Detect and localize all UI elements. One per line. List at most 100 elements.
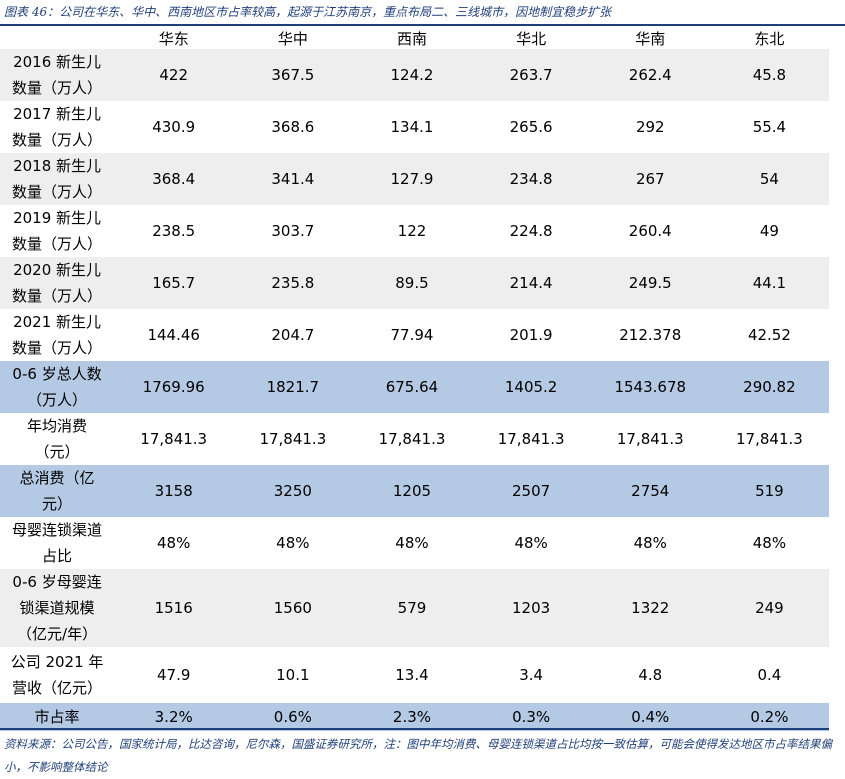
table-cell: 0.3% bbox=[512, 708, 551, 726]
table-cell: 1516 bbox=[154, 599, 193, 617]
table-cell: 3158 bbox=[154, 482, 193, 500]
table-cell: 367.5 bbox=[271, 66, 315, 84]
table-cell: 0.4% bbox=[631, 708, 670, 726]
column-header: 华北 bbox=[516, 29, 547, 48]
row-label: 年均消费 （元） bbox=[27, 417, 88, 461]
table-cell: 3.4 bbox=[519, 666, 544, 684]
table-row: 年均消费 （元） 17,841.3 17,841.3 17,841.3 17,8… bbox=[0, 413, 829, 465]
table-cell: 1769.96 bbox=[142, 378, 205, 396]
row-label: 2018 新生儿 数量（万人） bbox=[12, 157, 103, 201]
source-note: 资料来源：公司公告，国家统计局，比达咨询，尼尔森，国盛证券研究所，注：图中年均消… bbox=[4, 737, 832, 774]
table-cell: 265.6 bbox=[509, 118, 553, 136]
table-cell: 204.7 bbox=[271, 326, 315, 344]
table-cell: 17,841.3 bbox=[616, 430, 684, 448]
table-cell: 17,841.3 bbox=[736, 430, 803, 448]
table-cell: 144.46 bbox=[147, 326, 200, 344]
table-cell: 0.6% bbox=[273, 708, 312, 726]
table-cell: 3250 bbox=[273, 482, 312, 500]
table-cell: 55.4 bbox=[752, 118, 787, 136]
table-cell: 263.7 bbox=[509, 66, 553, 84]
table-cell: 303.7 bbox=[271, 222, 315, 240]
footer-divider bbox=[0, 728, 829, 730]
row-label: 2020 新生儿 数量（万人） bbox=[12, 261, 103, 305]
table-row: 2021 新生儿 数量（万人） 144.46 204.7 77.94 201.9… bbox=[0, 309, 829, 361]
header-row: 华东 华中 西南 华北 华南 东北 bbox=[0, 27, 829, 49]
table-row: 0-6 岁总人数 （万人） 1769.96 1821.7 675.64 1405… bbox=[0, 361, 829, 413]
row-label: 0-6 岁总人数 （万人） bbox=[12, 365, 102, 409]
table-cell: 292 bbox=[635, 118, 665, 136]
table-cell: 1560 bbox=[273, 599, 312, 617]
table-cell: 368.6 bbox=[271, 118, 315, 136]
row-label: 公司 2021 年 营收（亿元） bbox=[10, 653, 104, 697]
table-cell: 1821.7 bbox=[266, 378, 320, 396]
row-label: 2019 新生儿 数量（万人） bbox=[12, 209, 103, 253]
table-cell: 2507 bbox=[512, 482, 551, 500]
table-cell: 262.4 bbox=[628, 66, 672, 84]
column-header: 西南 bbox=[396, 29, 427, 48]
table-cell: 214.4 bbox=[509, 274, 553, 292]
table-cell: 127.9 bbox=[390, 170, 434, 188]
table-row: 市占率 3.2% 0.6% 2.3% 0.3% 0.4% 0.2% bbox=[0, 703, 829, 731]
table-cell: 430.9 bbox=[152, 118, 196, 136]
table-cell: 47.9 bbox=[156, 666, 191, 684]
table-cell: 1543.678 bbox=[614, 378, 687, 396]
table-cell: 249 bbox=[755, 599, 784, 617]
table-row: 2018 新生儿 数量（万人） 368.4 341.4 127.9 234.8 … bbox=[0, 153, 829, 205]
table-cell: 4.8 bbox=[638, 666, 663, 684]
table-cell: 48% bbox=[395, 534, 429, 552]
table-cell: 124.2 bbox=[390, 66, 434, 84]
table-cell: 1203 bbox=[512, 599, 551, 617]
table-cell: 77.94 bbox=[390, 326, 434, 344]
table-cell: 1405.2 bbox=[504, 378, 558, 396]
column-header: 华东 bbox=[158, 29, 189, 48]
table-row: 0-6 岁母婴连 锁渠道规模 （亿元/年） 1516 1560 579 1203… bbox=[0, 569, 829, 647]
table-cell: 422 bbox=[159, 66, 189, 84]
table-cell: 134.1 bbox=[390, 118, 434, 136]
table-cell: 48% bbox=[276, 534, 310, 552]
row-label: 母婴连锁渠道 占比 bbox=[12, 521, 103, 565]
table-cell: 341.4 bbox=[271, 170, 315, 188]
table-cell: 249.5 bbox=[628, 274, 672, 292]
column-header: 华南 bbox=[635, 29, 666, 48]
table-cell: 49 bbox=[759, 222, 779, 240]
table-cell: 45.8 bbox=[752, 66, 787, 84]
table-cell: 42.52 bbox=[747, 326, 791, 344]
table-row: 2020 新生儿 数量（万人） 165.7 235.8 89.5 214.4 2… bbox=[0, 257, 829, 309]
row-label: 总消费（亿 元） bbox=[19, 469, 95, 513]
row-label: 市占率 bbox=[34, 708, 80, 726]
table-cell: 579 bbox=[397, 599, 427, 617]
table-cell: 2754 bbox=[631, 482, 670, 500]
table-cell: 235.8 bbox=[271, 274, 315, 292]
table-cell: 234.8 bbox=[509, 170, 553, 188]
table-row: 2019 新生儿 数量（万人） 238.5 303.7 122 224.8 26… bbox=[0, 205, 829, 257]
table-cell: 165.7 bbox=[152, 274, 196, 292]
table-cell: 13.4 bbox=[395, 666, 429, 684]
table-cell: 10.1 bbox=[276, 666, 310, 684]
table-cell: 290.82 bbox=[743, 378, 796, 396]
table-cell: 519 bbox=[755, 482, 784, 500]
table-cell: 260.4 bbox=[628, 222, 672, 240]
table-cell: 17,841.3 bbox=[259, 430, 327, 448]
table-cell: 48% bbox=[157, 534, 191, 552]
table-row: 2016 新生儿 数量（万人） 422 367.5 124.2 263.7 26… bbox=[0, 49, 829, 101]
table-row: 2017 新生儿 数量（万人） 430.9 368.6 134.1 265.6 … bbox=[0, 101, 829, 153]
row-label: 0-6 岁母婴连 锁渠道规模 （亿元/年） bbox=[12, 573, 102, 643]
table-row: 公司 2021 年 营收（亿元） 47.9 10.1 13.4 3.4 4.8 … bbox=[0, 647, 829, 703]
table-cell: 17,841.3 bbox=[140, 430, 208, 448]
column-header: 东北 bbox=[754, 29, 785, 48]
corner-cell bbox=[0, 27, 114, 49]
table-cell: 48% bbox=[633, 534, 667, 552]
table-cell: 44.1 bbox=[752, 274, 787, 292]
table-cell: 201.9 bbox=[509, 326, 553, 344]
table-cell: 54 bbox=[759, 170, 779, 188]
table-cell: 48% bbox=[752, 534, 787, 552]
row-label: 2021 新生儿 数量（万人） bbox=[12, 313, 103, 357]
table-cell: 212.378 bbox=[619, 326, 682, 344]
table-cell: 267 bbox=[635, 170, 665, 188]
column-header: 华中 bbox=[277, 29, 308, 48]
table-cell: 224.8 bbox=[509, 222, 553, 240]
table-cell: 1205 bbox=[392, 482, 432, 500]
table-cell: 675.64 bbox=[385, 378, 439, 396]
row-label: 2016 新生儿 数量（万人） bbox=[12, 53, 103, 97]
table-cell: 2.3% bbox=[392, 708, 432, 726]
